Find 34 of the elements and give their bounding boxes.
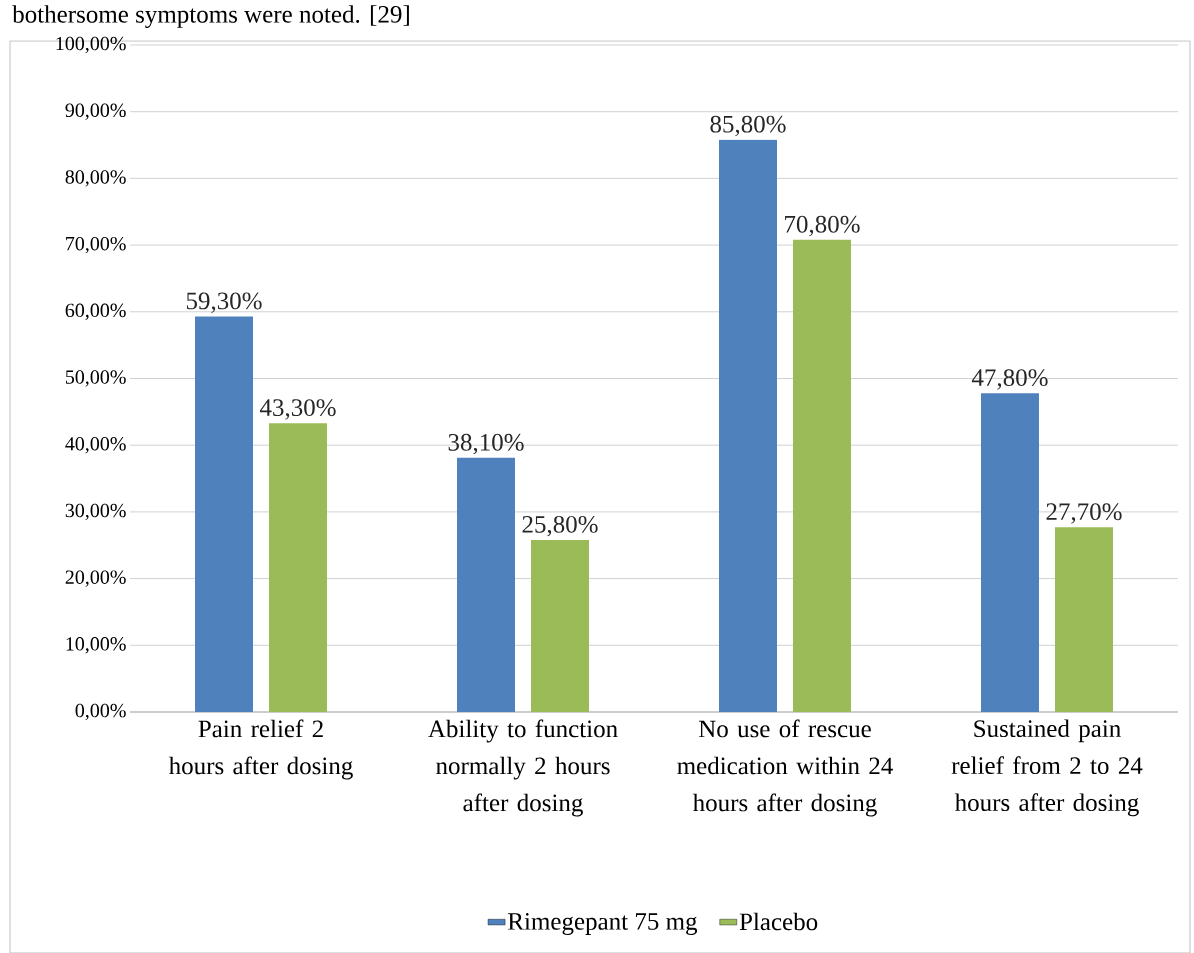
data-label: 25,80% [522,515,598,537]
data-label: 59,30% [186,292,262,313]
bar [269,423,327,712]
x-tick-label: Ability to function normally 2 hours after dosing [428,719,618,817]
data-label: 70,80% [785,215,860,237]
bar [531,539,589,712]
x-tick-label: No use of rescue medication within 24 hours after dosing [677,719,893,817]
y-tick-label: 10,00% [66,637,126,654]
bar [980,393,1039,712]
y-tick-label: 30,00% [65,503,126,521]
bar [1054,527,1113,712]
x-tick-label: Pain relief 2 hours after dosing [168,719,353,780]
data-label: 43,30% [259,399,336,420]
bar [718,139,777,712]
y-tick-label: 60,00% [65,303,126,320]
x-tick-label: Sustained pain relief from 2 to 24 hours after dosing [951,719,1143,817]
y-tick-label: 20,00% [65,570,126,587]
y-tick-label: 70,00% [66,236,126,254]
bar [792,239,851,712]
data-label: 85,80% [710,115,786,137]
legend-label: Rimegepant 75 mg [508,913,698,936]
legend-label: Placebo [739,912,818,931]
y-tick-label: 50,00% [65,370,126,387]
y-tick-label: 90,00% [65,103,126,120]
bar [195,316,254,712]
text: bothersome symptoms were noted. [29] [12,5,409,28]
data-label: 27,70% [1046,503,1122,524]
bar [457,457,515,712]
data-label: 47,80% [971,369,1048,390]
y-tick-label: 100,00% [56,36,126,54]
y-tick-label: 40,00% [65,437,126,454]
y-tick-label: 80,00% [65,170,126,187]
data-label: 38,10% [448,433,524,455]
y-tick-label: 0,00% [75,703,126,721]
